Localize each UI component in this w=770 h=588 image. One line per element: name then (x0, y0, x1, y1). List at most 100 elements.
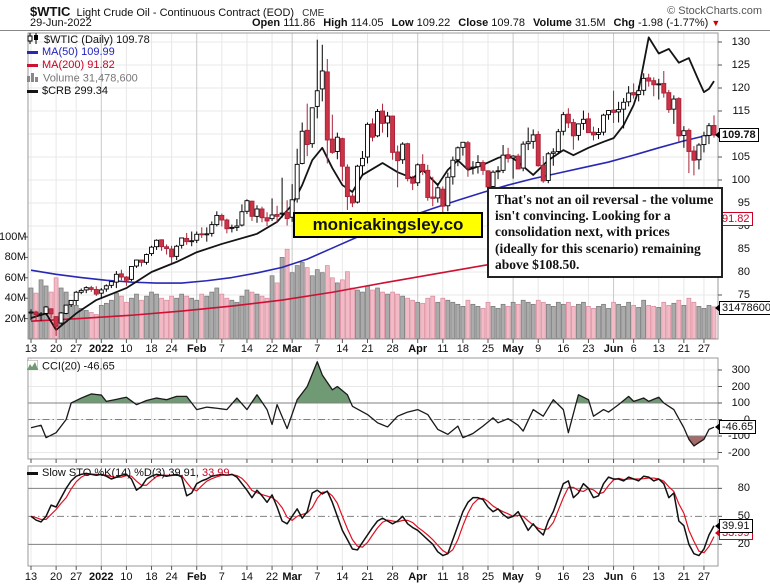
candle (289, 184, 295, 222)
volume-bar (154, 293, 159, 339)
volume-bar (98, 304, 104, 339)
volume-bar (279, 257, 285, 339)
candle (706, 122, 712, 145)
volume-bar (606, 308, 611, 339)
candle (28, 309, 34, 321)
candle (38, 312, 44, 321)
candle (676, 97, 682, 142)
candle (139, 259, 144, 267)
volume-bar (189, 297, 195, 339)
volume-bar (571, 306, 576, 339)
candle (470, 161, 476, 175)
volume-bar (294, 265, 300, 339)
volume-bar (390, 291, 395, 339)
candle (681, 126, 687, 148)
volume-bar (269, 275, 275, 339)
volume-bar (475, 306, 481, 339)
volume-bar (601, 303, 606, 339)
candle (284, 200, 290, 226)
candle (43, 306, 49, 316)
candle (480, 160, 486, 175)
low-value: 109.22 (416, 17, 451, 29)
volume-bar (560, 303, 566, 339)
volume-bar (651, 306, 657, 339)
candle (360, 151, 365, 176)
volume-bar (706, 304, 712, 339)
chg-label: Chg (613, 17, 635, 29)
volume-bar (576, 303, 581, 339)
candle (108, 281, 114, 289)
candle (144, 253, 149, 265)
volume-bar (289, 272, 295, 339)
volume-bar (124, 301, 129, 339)
candle (334, 132, 340, 160)
cci-value-box: -46.65 (714, 420, 757, 434)
candle (696, 143, 702, 170)
volume-bar (676, 299, 682, 339)
candle (400, 142, 406, 164)
volume-bar (284, 248, 290, 339)
volume-bar (174, 297, 179, 339)
candle (505, 147, 511, 163)
volume-bar (395, 293, 400, 339)
candle (555, 128, 561, 154)
candle (535, 131, 541, 167)
volume-bar (38, 279, 44, 339)
volume-bar (460, 306, 466, 339)
candle (48, 308, 54, 319)
volume-bar (405, 297, 411, 339)
volume-bar (299, 262, 305, 339)
candle (339, 137, 345, 181)
close-value: 109.78 (491, 17, 525, 29)
volume-bar (445, 299, 451, 339)
candle (475, 155, 481, 174)
volume-bar (455, 303, 461, 339)
legend-cci-label: CCI(20) -46.65 (42, 360, 115, 373)
volume-bar (490, 306, 496, 339)
volume-bar (495, 308, 501, 339)
volume-bar (234, 301, 240, 339)
low-label: Low (391, 17, 414, 29)
legend-ma50: MA(50) 109.99 (27, 46, 115, 58)
legend-ma200-label: MA(200) 91.82 (42, 59, 115, 71)
candle (349, 193, 355, 208)
candle (154, 239, 160, 250)
volume-bar (691, 301, 697, 339)
volume-bar (184, 295, 190, 339)
crb-line-icon (27, 89, 38, 93)
volume-bar (450, 301, 456, 339)
volume-bar (144, 295, 149, 339)
volume-bar (309, 275, 315, 339)
chart-header: $WTIC Light Crude Oil - Continuous Contra… (30, 3, 324, 21)
volume-bar (249, 291, 255, 339)
volume-bar (129, 297, 134, 339)
stockcharts-copyright[interactable]: © StockCharts.com (667, 5, 762, 17)
volume-bar (88, 312, 94, 339)
volume-bar (525, 301, 531, 339)
candle (219, 213, 225, 227)
candle (500, 145, 506, 174)
panel-border (27, 32, 719, 340)
candle (691, 145, 697, 176)
volume-bar (510, 301, 516, 339)
candle (711, 115, 717, 138)
volume-bar (400, 295, 405, 339)
volume-bar (119, 295, 124, 339)
candlestick-icon (27, 33, 40, 47)
volume-bar (78, 308, 84, 339)
candle (199, 227, 205, 238)
volume-bar (83, 310, 89, 339)
candle (93, 286, 99, 296)
legend-crb-label: $CRB 299.34 (42, 85, 109, 97)
symbol: $WTIC (30, 4, 71, 19)
candle (204, 227, 210, 242)
candle (420, 154, 426, 175)
candle (164, 244, 170, 255)
legend-wtic: $WTIC (Daily) 109.78 (27, 33, 150, 47)
volume-bar (420, 302, 426, 339)
candle (269, 198, 275, 221)
volume-bar (505, 306, 511, 339)
volume-bar (631, 304, 636, 339)
volume-bar (616, 303, 621, 339)
